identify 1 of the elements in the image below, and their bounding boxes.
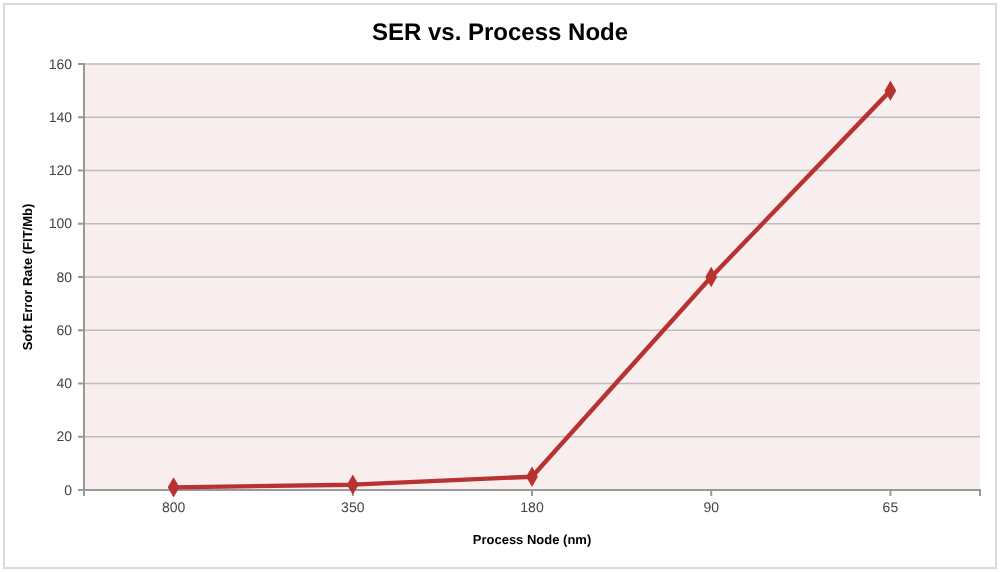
chart-title: SER vs. Process Node [371,18,629,46]
